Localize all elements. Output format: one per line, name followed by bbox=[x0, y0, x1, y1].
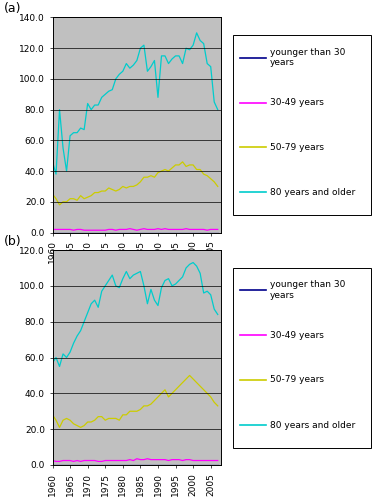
Text: 30-49 years: 30-49 years bbox=[270, 98, 324, 107]
Text: (b): (b) bbox=[4, 234, 21, 248]
Text: 50-79 years: 50-79 years bbox=[270, 143, 324, 152]
Text: 50-79 years: 50-79 years bbox=[270, 376, 324, 384]
Text: younger than 30
years: younger than 30 years bbox=[270, 48, 345, 67]
Text: younger than 30
years: younger than 30 years bbox=[270, 280, 345, 299]
Text: (a): (a) bbox=[4, 2, 21, 15]
Text: 80 years and older: 80 years and older bbox=[270, 188, 355, 197]
Text: 80 years and older: 80 years and older bbox=[270, 420, 355, 430]
Text: 30-49 years: 30-49 years bbox=[270, 330, 324, 340]
